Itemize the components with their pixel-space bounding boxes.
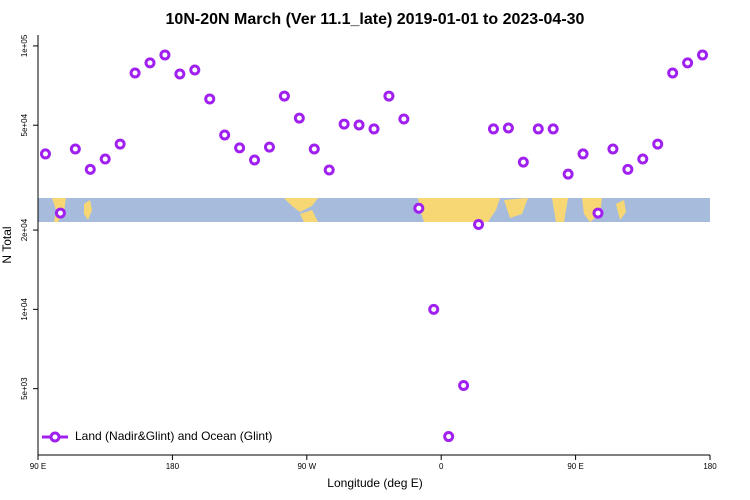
point <box>622 163 634 175</box>
point <box>607 143 619 155</box>
y-axis-label: N Total <box>0 226 14 263</box>
point <box>398 113 410 125</box>
point <box>487 123 499 135</box>
point <box>323 164 335 176</box>
y-tick-label: 1e+04 <box>20 298 29 321</box>
point <box>174 68 186 80</box>
x-tick-label: 90 E <box>30 462 46 471</box>
point <box>219 129 231 141</box>
point <box>428 303 440 315</box>
legend-label: Land (Nadir&Glint) and Ocean (Glint) <box>75 429 272 443</box>
point <box>443 431 455 443</box>
point <box>278 90 290 102</box>
point <box>532 123 544 135</box>
point <box>502 122 514 134</box>
point <box>667 67 679 79</box>
x-tick-label: 90 E <box>567 462 583 471</box>
chart-title: 10N-20N March (Ver 11.1_late) 2019-01-01… <box>166 11 585 28</box>
point <box>204 93 216 105</box>
x-tick-label: 180 <box>166 462 180 471</box>
point <box>383 90 395 102</box>
point <box>293 112 305 124</box>
point <box>114 138 126 150</box>
point <box>547 123 559 135</box>
point <box>69 143 81 155</box>
point <box>234 142 246 154</box>
point <box>562 168 574 180</box>
point <box>368 123 380 135</box>
point <box>652 138 664 150</box>
point <box>84 163 96 175</box>
y-tick-label: 1e+05 <box>20 34 29 57</box>
y-tick-label: 2e+04 <box>20 218 29 241</box>
x-tick-label: 180 <box>703 462 717 471</box>
point <box>577 148 589 160</box>
point <box>263 141 275 153</box>
y-tick-label: 5e+04 <box>20 113 29 136</box>
point <box>592 207 604 219</box>
x-tick-label: 90 W <box>297 462 316 471</box>
point <box>144 57 156 69</box>
point <box>129 67 141 79</box>
point <box>682 57 694 69</box>
legend-marker <box>49 431 61 443</box>
point <box>159 49 171 61</box>
point <box>353 119 365 131</box>
point <box>517 156 529 168</box>
point <box>473 218 485 230</box>
point <box>99 153 111 165</box>
point <box>54 207 66 219</box>
y-tick-label: 5e+03 <box>20 377 29 400</box>
point <box>249 154 261 166</box>
point <box>637 153 649 165</box>
point <box>338 118 350 130</box>
x-axis-label: Longitude (deg E) <box>327 476 422 490</box>
point <box>308 143 320 155</box>
point <box>458 380 470 392</box>
point <box>189 64 201 76</box>
map-strip <box>38 198 710 222</box>
point <box>413 202 425 214</box>
x-tick-label: 0 <box>439 462 444 471</box>
point <box>39 148 51 160</box>
point <box>697 49 709 61</box>
